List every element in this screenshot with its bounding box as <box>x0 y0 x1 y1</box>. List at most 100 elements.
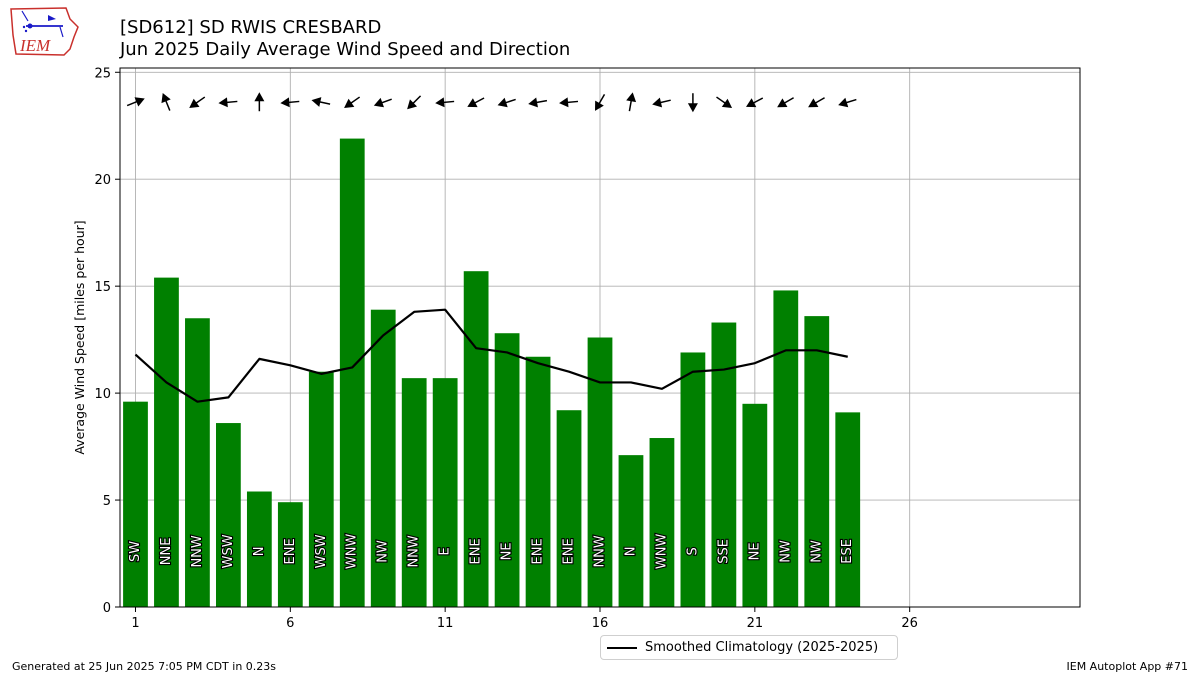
y-tick-label: 0 <box>103 601 111 616</box>
x-tick-label: 26 <box>901 616 918 631</box>
arrow-head <box>652 97 663 108</box>
arrow-head <box>373 97 384 108</box>
arrow-head <box>467 98 478 108</box>
chart-title-station: [SD612] SD RWIS CRESBARD <box>120 17 382 38</box>
arrow-head <box>838 97 849 108</box>
wind-direction-arrow <box>746 97 764 108</box>
arrow-head <box>559 97 569 108</box>
direction-label: N <box>252 547 267 557</box>
climatology-line <box>134 308 848 403</box>
arrow-head <box>497 97 508 108</box>
wind-direction-arrow <box>435 97 455 108</box>
wind-bar <box>246 491 272 607</box>
direction-label: ENE <box>469 538 484 564</box>
arrow-head <box>595 100 604 111</box>
wind-direction-arrow <box>595 94 606 111</box>
direction-label: NE <box>747 542 762 560</box>
legend-label: Smoothed Climatology (2025-2025) <box>645 640 879 655</box>
wind-bar <box>401 378 427 607</box>
arrow-head <box>721 98 733 108</box>
wind-direction-arrow <box>467 97 485 108</box>
direction-label: E <box>438 547 453 555</box>
arrow-head <box>435 97 445 108</box>
y-tick-label: 25 <box>94 66 111 81</box>
y-tick-label: 10 <box>94 387 111 402</box>
chart-title-main: Jun 2025 Daily Average Wind Speed and Di… <box>120 39 571 60</box>
x-tick-label: 6 <box>286 616 294 631</box>
direction-label: NW <box>376 540 391 563</box>
direction-label: SSE <box>716 539 731 564</box>
direction-label: ENE <box>562 538 577 564</box>
x-tick-label: 21 <box>747 616 764 631</box>
wind-direction-arrow <box>311 97 331 107</box>
wind-bar <box>494 333 520 607</box>
y-tick-label: 15 <box>94 280 111 295</box>
wind-direction-arrow <box>777 97 794 108</box>
wind-direction-arrow <box>687 93 698 113</box>
footer-app: IEM Autoplot App #71 <box>1066 660 1189 673</box>
wind-direction-arrow <box>189 96 206 108</box>
direction-label: NNW <box>593 535 608 567</box>
wind-direction-arrow <box>626 92 637 112</box>
legend-line-swatch <box>607 646 637 649</box>
arrow-head <box>528 97 538 108</box>
wind-direction-arrow <box>373 97 392 108</box>
direction-label: NW <box>809 540 824 563</box>
footer-generated: Generated at 25 Jun 2025 7:05 PM CDT in … <box>12 660 277 673</box>
arrow-head <box>134 97 145 107</box>
direction-label: WNW <box>654 534 669 570</box>
y-axis-label: Average Wind Speed [miles per hour] <box>72 220 87 454</box>
x-tick-label: 11 <box>437 616 454 631</box>
y-tick-label: 20 <box>94 173 111 188</box>
wind-bar <box>370 309 396 607</box>
wind-bar <box>339 138 365 608</box>
wind-direction-arrow <box>808 97 825 108</box>
wind-bar <box>556 410 582 607</box>
arrow-head <box>777 98 788 108</box>
arrow-head <box>344 98 355 108</box>
wind-direction-arrow <box>497 97 516 108</box>
direction-label: N <box>623 547 638 557</box>
wind-bar <box>742 403 768 607</box>
arrow-head <box>254 92 265 102</box>
direction-label: NNW <box>190 535 205 567</box>
wind-bar <box>804 316 830 607</box>
arrow-head <box>808 98 819 108</box>
direction-label: ENE <box>531 538 546 564</box>
wind-bar <box>123 401 148 607</box>
arrow-head <box>280 97 290 108</box>
direction-label: SW <box>128 541 143 562</box>
wind-direction-arrow <box>652 97 671 108</box>
iem-logo: IEM <box>8 5 80 59</box>
climatology-line <box>134 308 848 403</box>
arrow-head <box>626 92 637 103</box>
wind-bar <box>835 412 861 607</box>
direction-label: ESE <box>840 539 855 564</box>
wind-direction-arrow <box>559 97 579 108</box>
direction-labels: SW NNE NNW WSW N ENE WSW WNW NW NNW E ENE NE ENE ENE NN… <box>127 532 856 570</box>
x-tick-label: 16 <box>592 616 609 631</box>
wind-direction-arrow <box>280 97 300 108</box>
wind-bar <box>525 356 551 607</box>
direction-label: S <box>685 547 700 555</box>
x-tick-label: 1 <box>131 616 139 631</box>
arrow-head <box>311 97 322 107</box>
iem-logo-text: IEM <box>19 36 51 55</box>
arrow-head <box>189 98 200 108</box>
y-tick-label: 5 <box>103 494 111 509</box>
wind-bar <box>154 277 179 607</box>
wind-bar <box>432 378 458 607</box>
arrow-head <box>687 103 698 113</box>
wind-direction-arrow <box>344 96 361 108</box>
wind-direction-arrow <box>838 97 857 108</box>
arrow-head <box>161 92 171 104</box>
direction-label: NE <box>500 542 515 560</box>
direction-label: WSW <box>314 534 329 568</box>
direction-label: WNW <box>345 534 360 570</box>
wind-bar <box>773 290 799 607</box>
arrow-head <box>218 97 228 108</box>
wind-bar <box>618 455 644 607</box>
wind-bar <box>308 371 334 607</box>
